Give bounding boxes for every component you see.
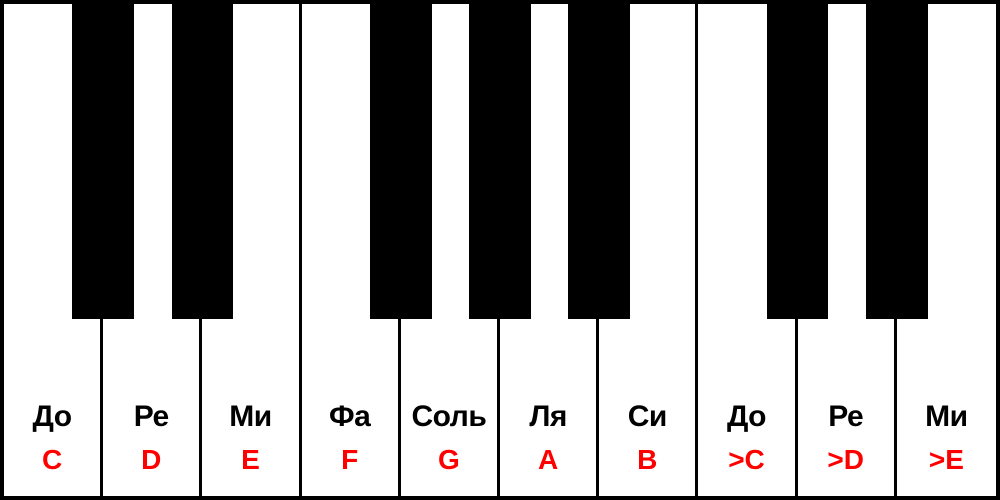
note-label-ru: Ре: [103, 400, 199, 434]
black-key: [866, 4, 928, 319]
black-key: [568, 4, 630, 319]
note-label-latin: >E: [897, 444, 996, 476]
note-label-latin: >C: [698, 444, 794, 476]
black-key: [72, 4, 134, 319]
note-label-latin: E: [202, 444, 298, 476]
black-key: [172, 4, 234, 319]
note-label-latin: B: [599, 444, 695, 476]
note-label-ru: Ре: [798, 400, 894, 434]
note-label-latin: G: [401, 444, 497, 476]
note-label-latin: C: [4, 444, 100, 476]
note-label-ru: Ми: [897, 400, 996, 434]
note-label-ru: Фа: [302, 400, 398, 434]
black-key: [370, 4, 432, 319]
note-label-ru: До: [4, 400, 100, 434]
note-label-ru: Ми: [202, 400, 298, 434]
note-label-latin: A: [500, 444, 596, 476]
note-label-ru: До: [698, 400, 794, 434]
note-label-latin: F: [302, 444, 398, 476]
black-key: [469, 4, 531, 319]
piano-keyboard: ДоCРеDМиEФаFСольGЛяAСиBДо>CРе>DМи>E: [0, 0, 1000, 500]
note-label-latin: D: [103, 444, 199, 476]
note-label-ru: Ля: [500, 400, 596, 434]
note-label-latin: >D: [798, 444, 894, 476]
black-key: [767, 4, 829, 319]
note-label-ru: Си: [599, 400, 695, 434]
note-label-ru: Соль: [401, 400, 497, 434]
